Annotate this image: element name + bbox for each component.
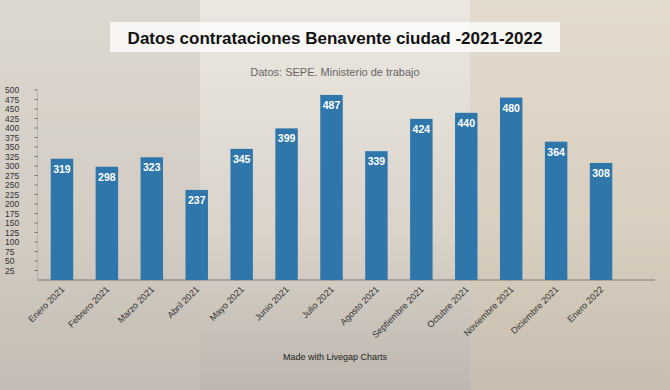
bar bbox=[590, 163, 612, 280]
y-tick bbox=[35, 270, 38, 271]
data-label: 399 bbox=[278, 132, 296, 144]
bar bbox=[455, 113, 477, 280]
data-label: 339 bbox=[368, 155, 386, 167]
bars bbox=[51, 95, 613, 280]
x-tick-label: Mayo 2021 bbox=[208, 284, 247, 323]
data-label: 364 bbox=[547, 146, 565, 158]
x-tick-label: Enero 2022 bbox=[565, 284, 605, 324]
y-tick-label: 300 bbox=[5, 161, 19, 171]
bar bbox=[320, 95, 342, 280]
data-label: 345 bbox=[233, 153, 251, 165]
background-shade bbox=[0, 0, 200, 390]
x-tick-label: Junio 2021 bbox=[253, 284, 291, 322]
y-tick-label: 375 bbox=[5, 133, 19, 143]
bar bbox=[410, 119, 432, 280]
y-tick bbox=[35, 204, 38, 205]
x-tick-label: Diciembre 2021 bbox=[509, 284, 561, 336]
data-label: 298 bbox=[98, 171, 116, 183]
bar bbox=[545, 142, 567, 280]
x-tick-label: Octubre 2021 bbox=[425, 284, 471, 330]
bar bbox=[141, 157, 163, 280]
bar bbox=[275, 128, 297, 280]
y-tick-label: 25 bbox=[5, 266, 15, 276]
y-tick-label: 275 bbox=[5, 171, 19, 181]
y-tick-label: 225 bbox=[5, 190, 19, 200]
y-tick-label: 450 bbox=[5, 104, 19, 114]
y-tick-label: 475 bbox=[5, 95, 19, 105]
x-tick-label: Marzo 2021 bbox=[116, 284, 157, 325]
x-tick-label: Febrero 2021 bbox=[66, 284, 111, 329]
y-tick-label: 125 bbox=[5, 228, 19, 238]
bar bbox=[365, 151, 387, 280]
y-tick bbox=[35, 90, 38, 91]
y-tick bbox=[35, 232, 38, 233]
bar bbox=[230, 149, 252, 280]
y-tick-label: 425 bbox=[5, 114, 19, 124]
y-tick bbox=[35, 261, 38, 262]
bar bbox=[186, 190, 208, 280]
y-tick-label: 150 bbox=[5, 218, 19, 228]
background bbox=[0, 0, 670, 390]
subtitle: Datos: SEPE. Ministerio de trabajo bbox=[250, 66, 419, 78]
bar bbox=[96, 167, 118, 280]
y-tick bbox=[35, 147, 38, 148]
y-tick-label: 200 bbox=[5, 199, 19, 209]
y-tick bbox=[35, 156, 38, 157]
data-label: 323 bbox=[143, 161, 161, 173]
x-tick-label: Noviembre 2021 bbox=[462, 284, 516, 338]
y-tick-label: 400 bbox=[5, 123, 19, 133]
title: Datos contrataciones Benavente ciudad -2… bbox=[128, 29, 543, 48]
y-tick bbox=[35, 251, 38, 252]
y-tick bbox=[35, 166, 38, 167]
annotation: Made with Livegap Charts bbox=[283, 352, 388, 362]
data-label: 308 bbox=[592, 167, 610, 179]
y-tick-label: 250 bbox=[5, 180, 19, 190]
data-label: 237 bbox=[188, 194, 206, 206]
x-tick-label: Enero 2021 bbox=[26, 284, 66, 324]
y-tick-label: 325 bbox=[5, 152, 19, 162]
x-tick-label: Agosto 2021 bbox=[338, 284, 381, 327]
x-tick-label: Septiembre 2021 bbox=[370, 284, 426, 340]
y-tick bbox=[35, 118, 38, 119]
y-tick bbox=[35, 137, 38, 138]
bar bbox=[500, 98, 522, 280]
y-tick-label: 500 bbox=[5, 85, 19, 95]
y-tick-label: 50 bbox=[5, 256, 15, 266]
background-shade bbox=[470, 0, 670, 390]
data-label: 424 bbox=[413, 123, 431, 135]
y-tick bbox=[35, 99, 38, 100]
y-tick-label: 100 bbox=[5, 237, 19, 247]
y-tick-label: 350 bbox=[5, 142, 19, 152]
y-tick-label: 175 bbox=[5, 209, 19, 219]
bar bbox=[51, 159, 73, 280]
title-box bbox=[110, 22, 560, 52]
data-label: 319 bbox=[53, 163, 71, 175]
x-tick-label: Julio 2021 bbox=[300, 284, 336, 320]
x-tick-label: Abril 2021 bbox=[165, 284, 201, 320]
y-tick-label: 75 bbox=[5, 247, 15, 257]
y-tick bbox=[35, 185, 38, 186]
chart: Datos contrataciones Benavente ciudad -2… bbox=[0, 0, 670, 390]
y-tick bbox=[35, 128, 38, 129]
data-label: 480 bbox=[502, 102, 520, 114]
y-tick bbox=[35, 213, 38, 214]
y-tick bbox=[35, 223, 38, 224]
data-label: 487 bbox=[323, 99, 341, 111]
y-tick bbox=[35, 175, 38, 176]
y-tick bbox=[35, 194, 38, 195]
y-tick bbox=[35, 109, 38, 110]
data-label: 440 bbox=[458, 117, 476, 129]
y-tick bbox=[35, 242, 38, 243]
